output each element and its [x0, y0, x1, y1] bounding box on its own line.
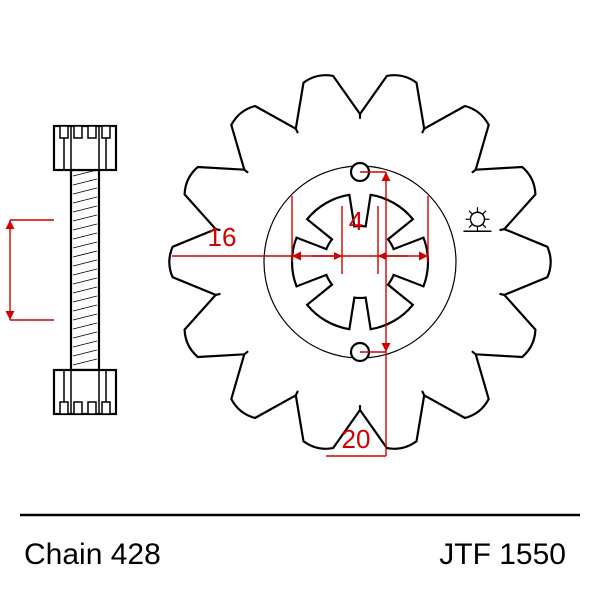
- svg-text:16: 16: [208, 222, 237, 252]
- diagram-stage: 32 mm 16 4 20 Chain 428 JTF 1550: [0, 0, 600, 600]
- chain-label: Chain 428: [24, 538, 161, 572]
- part-number-label: JTF 1550: [439, 538, 566, 572]
- svg-text:mm: mm: [0, 295, 4, 322]
- svg-text:4: 4: [349, 206, 363, 236]
- svg-text:20: 20: [342, 424, 371, 454]
- svg-text:32: 32: [0, 257, 6, 284]
- drawing: 32 mm 16 4 20: [0, 0, 600, 600]
